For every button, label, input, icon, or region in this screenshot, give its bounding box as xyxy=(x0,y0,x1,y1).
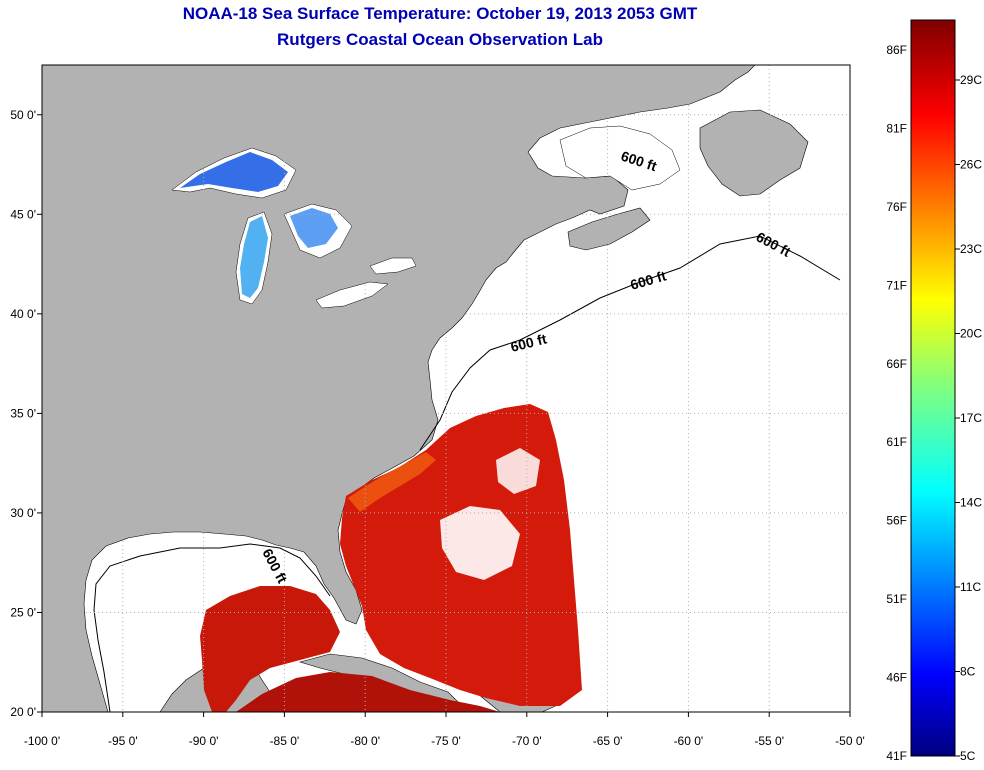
sst-gulf-swath xyxy=(200,586,340,712)
lake-huron-sst xyxy=(290,208,338,248)
x-tick-label: -75 0' xyxy=(431,734,461,748)
x-tick-label: -70 0' xyxy=(512,734,542,748)
colorbar xyxy=(910,19,956,757)
colorbar-f-label: 56F xyxy=(886,514,907,528)
y-tick-label: 25 0' xyxy=(10,605,36,619)
colorbar-f-label: 76F xyxy=(886,200,907,214)
y-axis-ticks: 20 0' 25 0' 30 0' 35 0' 40 0' 45 0' 50 0' xyxy=(10,108,42,719)
colorbar-celsius-labels: 29C 26C 23C 20C 17C 14C 11C 8C 5C xyxy=(955,73,982,763)
colorbar-f-label: 81F xyxy=(886,121,907,135)
x-tick-label: -95 0' xyxy=(108,734,138,748)
graticule xyxy=(42,65,850,712)
lake-superior-sst xyxy=(180,152,288,192)
colorbar-c-label: 11C xyxy=(960,580,981,594)
sst-cloud-gap-2 xyxy=(496,448,540,494)
sst-gulf-stream-band xyxy=(348,452,436,512)
map-subtitle: Rutgers Coastal Ocean Observation Lab xyxy=(277,30,603,49)
colorbar-f-label: 86F xyxy=(886,43,907,57)
colorbar-c-label: 20C xyxy=(960,327,982,341)
x-tick-label: -85 0' xyxy=(270,734,300,748)
colorbar-c-label: 5C xyxy=(960,749,976,763)
colorbar-f-label: 51F xyxy=(886,592,907,606)
nova-scotia-land xyxy=(567,207,651,251)
y-tick-label: 35 0' xyxy=(10,406,36,420)
sst-cloud-gap-1 xyxy=(440,506,520,580)
north-america-land xyxy=(42,65,756,712)
colorbar-c-label: 29C xyxy=(960,73,982,87)
colorbar-c-label: 14C xyxy=(960,496,982,510)
lake-ontario xyxy=(369,257,417,275)
y-tick-label: 30 0' xyxy=(10,506,36,520)
y-tick-label: 50 0' xyxy=(10,108,36,122)
x-tick-label: -65 0' xyxy=(593,734,623,748)
colorbar-f-label: 46F xyxy=(886,671,907,685)
colorbar-f-label: 71F xyxy=(886,278,907,292)
y-tick-label: 45 0' xyxy=(10,207,36,221)
colorbar-f-label: 66F xyxy=(886,357,907,371)
x-tick-label: -100 0' xyxy=(24,734,60,748)
colorbar-fahrenheit-labels: 86F 81F 76F 71F 66F 61F 56F 51F 46F 41F xyxy=(886,43,907,763)
contour-600ft-gulf xyxy=(93,543,331,712)
x-tick-label: -50 0' xyxy=(835,734,865,748)
x-tick-label: -90 0' xyxy=(189,734,219,748)
colorbar-c-label: 17C xyxy=(960,411,982,425)
x-tick-label: -80 0' xyxy=(350,734,380,748)
lake-erie xyxy=(315,281,389,309)
contour-600ft-east xyxy=(419,235,841,451)
newfoundland-land xyxy=(699,109,809,197)
map-title: NOAA-18 Sea Surface Temperature: October… xyxy=(182,4,698,23)
y-tick-label: 40 0' xyxy=(10,307,36,321)
colorbar-c-label: 26C xyxy=(960,158,982,172)
sst-caribbean-swath xyxy=(236,672,500,712)
colorbar-f-label: 61F xyxy=(886,435,907,449)
colorbar-c-label: 8C xyxy=(960,665,976,679)
gulf-st-lawrence xyxy=(559,125,681,191)
x-axis-ticks: -100 0' -95 0' -90 0' -85 0' -80 0' -75 0' -70… xyxy=(24,712,865,748)
colorbar-f-label: 41F xyxy=(886,749,907,763)
colorbar-c-label: 23C xyxy=(960,242,982,256)
x-tick-label: -55 0' xyxy=(754,734,784,748)
lake-michigan-sst xyxy=(240,216,268,298)
x-tick-label: -60 0' xyxy=(674,734,704,748)
y-tick-label: 20 0' xyxy=(10,705,36,719)
